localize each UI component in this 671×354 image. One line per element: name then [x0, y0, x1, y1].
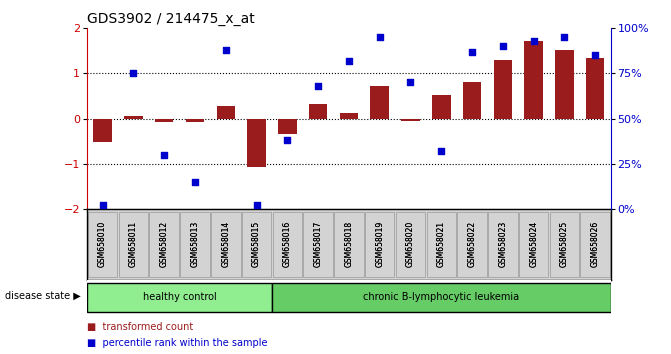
FancyBboxPatch shape	[211, 212, 240, 277]
Bar	[401, 119, 420, 121]
Text: GSM658021: GSM658021	[437, 221, 446, 267]
FancyBboxPatch shape	[550, 212, 579, 277]
Point	[497, 44, 508, 49]
Bar	[93, 119, 112, 142]
Point	[97, 202, 108, 208]
Text: GSM658014: GSM658014	[221, 221, 230, 267]
FancyBboxPatch shape	[396, 212, 425, 277]
Bar	[124, 116, 143, 119]
FancyBboxPatch shape	[272, 212, 302, 277]
Bar	[186, 119, 204, 122]
Bar	[432, 95, 450, 119]
Bar	[463, 82, 481, 119]
Bar	[278, 119, 297, 135]
Point	[374, 34, 385, 40]
FancyBboxPatch shape	[119, 212, 148, 277]
Point	[405, 80, 416, 85]
FancyBboxPatch shape	[427, 212, 456, 277]
Text: GSM658023: GSM658023	[499, 221, 507, 267]
Point	[436, 148, 447, 154]
Bar	[309, 104, 327, 119]
Text: GSM658013: GSM658013	[191, 221, 199, 267]
Point	[159, 152, 170, 158]
Text: GSM658025: GSM658025	[560, 221, 569, 267]
Text: ■  transformed count: ■ transformed count	[87, 322, 193, 332]
Point	[590, 52, 601, 58]
FancyBboxPatch shape	[87, 283, 272, 312]
Text: GSM658010: GSM658010	[98, 221, 107, 267]
FancyBboxPatch shape	[580, 212, 610, 277]
Text: GSM658017: GSM658017	[313, 221, 323, 267]
Bar	[525, 41, 543, 119]
Point	[282, 137, 293, 143]
Point	[467, 49, 478, 55]
Text: GSM658018: GSM658018	[344, 221, 354, 267]
FancyBboxPatch shape	[150, 212, 179, 277]
Text: GSM658011: GSM658011	[129, 221, 138, 267]
Point	[313, 83, 323, 89]
Text: GSM658016: GSM658016	[283, 221, 292, 267]
Bar	[340, 113, 358, 119]
Point	[220, 47, 231, 53]
Text: disease state ▶: disease state ▶	[5, 291, 81, 301]
FancyBboxPatch shape	[272, 283, 611, 312]
Text: GSM658026: GSM658026	[590, 221, 600, 267]
Text: GSM658018: GSM658018	[344, 221, 354, 267]
Text: GSM658013: GSM658013	[191, 221, 199, 267]
Text: GSM658026: GSM658026	[590, 221, 600, 267]
Text: GSM658015: GSM658015	[252, 221, 261, 267]
Text: GSM658015: GSM658015	[252, 221, 261, 267]
Point	[251, 202, 262, 208]
Text: GSM658024: GSM658024	[529, 221, 538, 267]
FancyBboxPatch shape	[365, 212, 395, 277]
Text: GSM658019: GSM658019	[375, 221, 384, 267]
Text: GSM658020: GSM658020	[406, 221, 415, 267]
Text: GSM658010: GSM658010	[98, 221, 107, 267]
Bar	[370, 86, 389, 119]
FancyBboxPatch shape	[180, 212, 210, 277]
Text: ■  percentile rank within the sample: ■ percentile rank within the sample	[87, 338, 268, 348]
Text: GSM658019: GSM658019	[375, 221, 384, 267]
Text: GSM658020: GSM658020	[406, 221, 415, 267]
Text: GSM658025: GSM658025	[560, 221, 569, 267]
Text: GDS3902 / 214475_x_at: GDS3902 / 214475_x_at	[87, 12, 255, 26]
FancyBboxPatch shape	[519, 212, 548, 277]
Text: GSM658016: GSM658016	[283, 221, 292, 267]
Text: GSM658017: GSM658017	[313, 221, 323, 267]
Bar	[586, 58, 605, 119]
Point	[190, 179, 201, 185]
Text: GSM658012: GSM658012	[160, 221, 168, 267]
FancyBboxPatch shape	[334, 212, 364, 277]
FancyBboxPatch shape	[458, 212, 487, 277]
Text: GSM658024: GSM658024	[529, 221, 538, 267]
FancyBboxPatch shape	[88, 212, 117, 277]
Bar	[248, 119, 266, 167]
Point	[559, 34, 570, 40]
Text: GSM658022: GSM658022	[468, 221, 476, 267]
Text: chronic B-lymphocytic leukemia: chronic B-lymphocytic leukemia	[363, 292, 519, 302]
Text: GSM658022: GSM658022	[468, 221, 476, 267]
FancyBboxPatch shape	[242, 212, 271, 277]
Bar	[217, 107, 235, 119]
Text: GSM658023: GSM658023	[499, 221, 507, 267]
Point	[528, 38, 539, 44]
Bar	[494, 60, 512, 119]
FancyBboxPatch shape	[488, 212, 517, 277]
Text: GSM658014: GSM658014	[221, 221, 230, 267]
FancyBboxPatch shape	[303, 212, 333, 277]
Text: GSM658012: GSM658012	[160, 221, 168, 267]
Text: GSM658021: GSM658021	[437, 221, 446, 267]
Bar	[555, 50, 574, 119]
Point	[344, 58, 354, 64]
Text: GSM658011: GSM658011	[129, 221, 138, 267]
Bar	[155, 119, 173, 122]
Text: healthy control: healthy control	[143, 292, 217, 302]
Point	[128, 70, 139, 76]
